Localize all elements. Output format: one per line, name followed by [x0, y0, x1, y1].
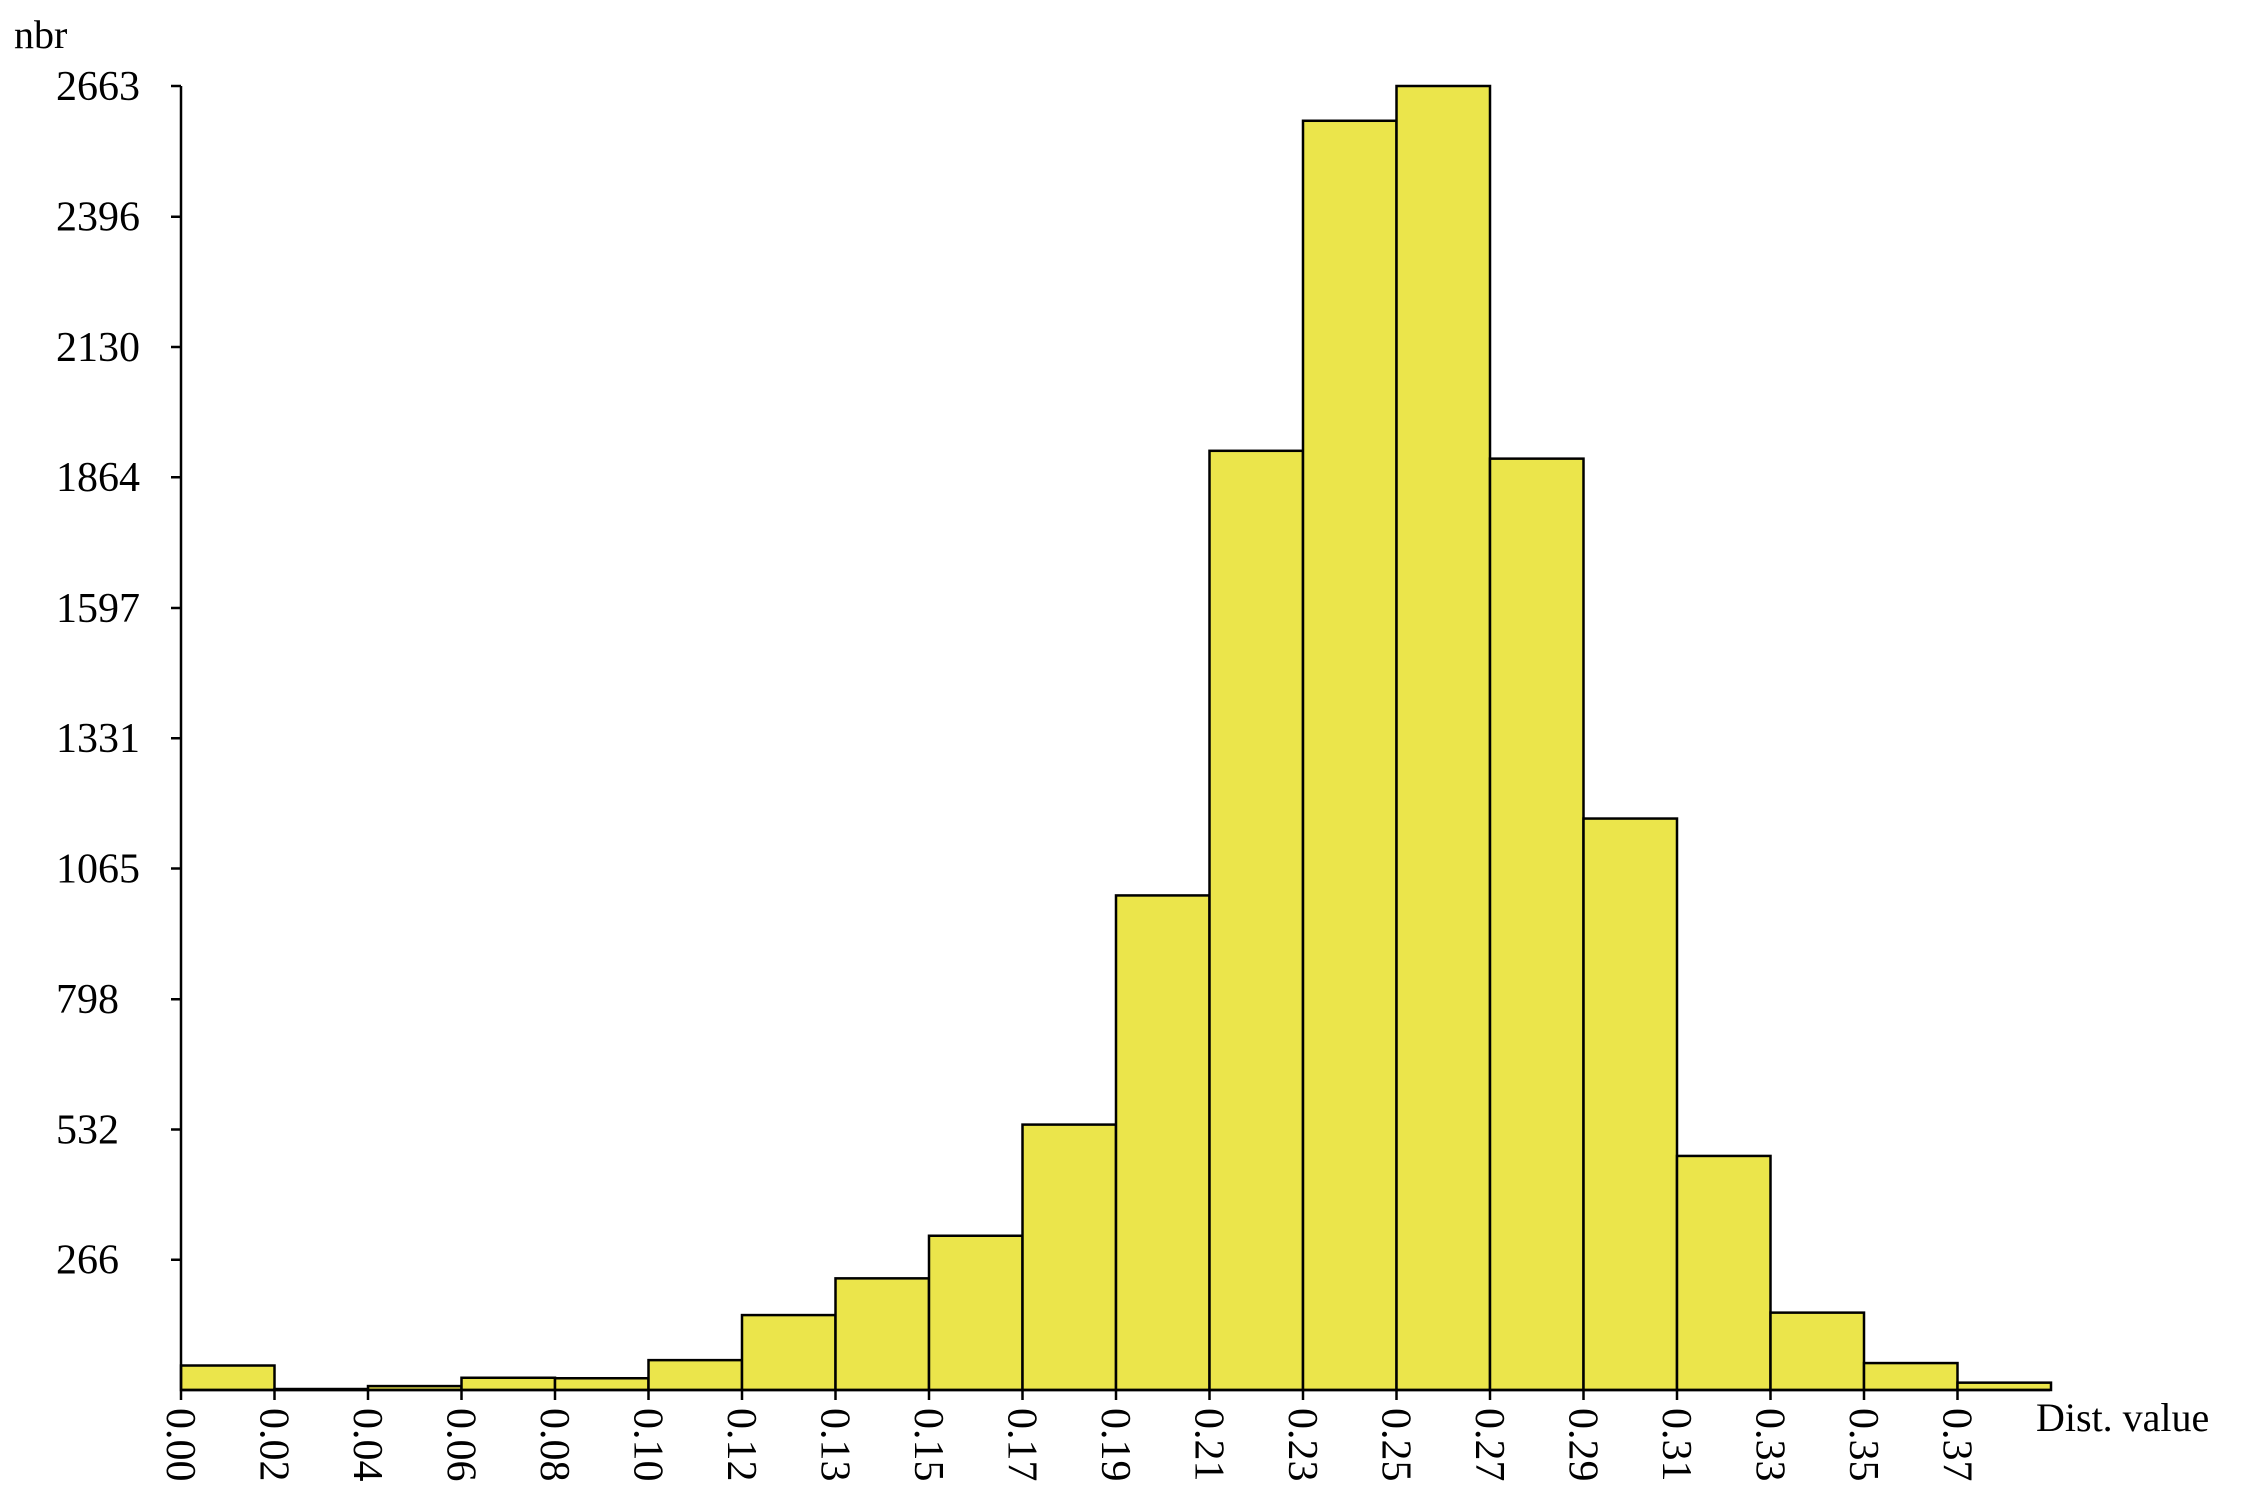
histogram-bar — [740, 1313, 837, 1392]
histogram-bar — [1582, 817, 1679, 1392]
x-tick-label: 0.15 — [905, 1408, 951, 1482]
histogram-bar — [1769, 1311, 1866, 1392]
x-tick-label: 0.33 — [1747, 1408, 1793, 1482]
y-tick-label: 1597 — [56, 586, 140, 632]
x-tick-label: 0.10 — [625, 1408, 671, 1482]
x-tick-label: 0.06 — [438, 1408, 484, 1482]
histogram-bar — [927, 1234, 1024, 1392]
y-axis-ticks: 266 532 798 1065 1331 1597 1864 2130 2396 2663 — [56, 64, 181, 1284]
y-tick-label: 2130 — [56, 325, 140, 371]
x-tick-label: 0.23 — [1279, 1408, 1325, 1482]
x-tick-label: 0.31 — [1653, 1408, 1699, 1482]
x-tick-label: 0.08 — [531, 1408, 577, 1482]
x-tick-label: 0.02 — [251, 1408, 297, 1482]
y-tick-label: 1331 — [56, 716, 140, 762]
histogram-bar — [1862, 1361, 1959, 1392]
x-tick-label: 0.12 — [718, 1408, 764, 1482]
x-tick-label: 0.35 — [1840, 1408, 1886, 1482]
x-tick-label: 0.37 — [1934, 1408, 1980, 1482]
y-tick-label: 1065 — [56, 846, 140, 892]
y-axis-title: nbr — [14, 12, 67, 57]
x-tick-label: 0.27 — [1466, 1408, 1512, 1482]
x-tick-label: 0.13 — [812, 1408, 858, 1482]
x-tick-label: 0.19 — [1092, 1408, 1138, 1482]
histogram-bar — [1675, 1154, 1772, 1392]
x-tick-label: 0.25 — [1373, 1408, 1419, 1482]
histogram-bar — [1021, 1123, 1118, 1392]
y-tick-label: 2663 — [56, 64, 140, 110]
histogram-bar — [1395, 84, 1492, 1392]
histogram-bar — [1488, 457, 1585, 1392]
histogram-bar — [179, 1364, 276, 1392]
x-axis-ticks: 0.00 0.02 0.04 0.06 0.08 0.10 0.12 0.13 0.15 0.17… — [157, 1390, 1980, 1482]
y-tick-label: 266 — [56, 1238, 119, 1284]
y-tick-label: 2396 — [56, 195, 140, 241]
x-tick-label: 0.04 — [344, 1408, 390, 1482]
histogram-bar — [1208, 449, 1305, 1392]
histogram-bar — [1301, 119, 1398, 1392]
y-tick-label: 1864 — [56, 455, 140, 501]
histogram-bar — [647, 1358, 744, 1392]
histogram-bar — [834, 1277, 931, 1392]
histogram-bar — [460, 1376, 557, 1392]
histogram-bar — [553, 1376, 650, 1392]
y-tick-label: 532 — [56, 1107, 119, 1153]
x-tick-label: 0.29 — [1560, 1408, 1606, 1482]
x-tick-label: 0.21 — [1186, 1408, 1232, 1482]
x-tick-label: 0.00 — [157, 1408, 203, 1482]
x-axis-title: Dist. value — [2036, 1395, 2209, 1440]
bars-group — [179, 84, 2053, 1392]
histogram-bar — [1114, 894, 1211, 1392]
x-tick-label: 0.17 — [999, 1408, 1045, 1482]
y-tick-label: 798 — [56, 977, 119, 1023]
